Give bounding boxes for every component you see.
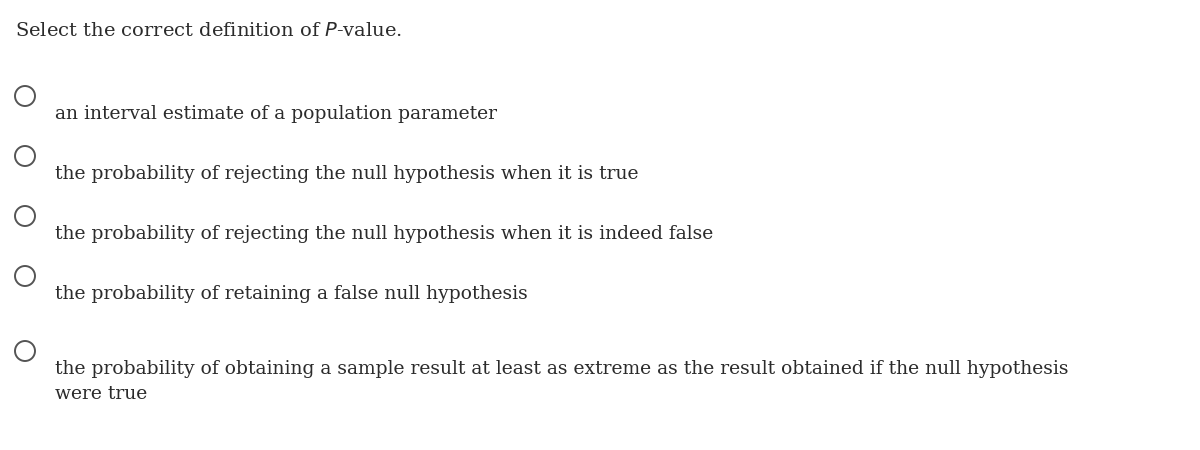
Text: the probability of rejecting the null hypothesis when it is true: the probability of rejecting the null hy… [55,165,638,183]
Text: Select the correct definition of $P$-value.: Select the correct definition of $P$-val… [14,22,402,40]
Text: an interval estimate of a population parameter: an interval estimate of a population par… [55,105,497,123]
Text: the probability of rejecting the null hypothesis when it is indeed false: the probability of rejecting the null hy… [55,225,713,243]
Text: the probability of obtaining a sample result at least as extreme as the result o: the probability of obtaining a sample re… [55,360,1068,403]
Text: the probability of retaining a false null hypothesis: the probability of retaining a false nul… [55,285,528,303]
